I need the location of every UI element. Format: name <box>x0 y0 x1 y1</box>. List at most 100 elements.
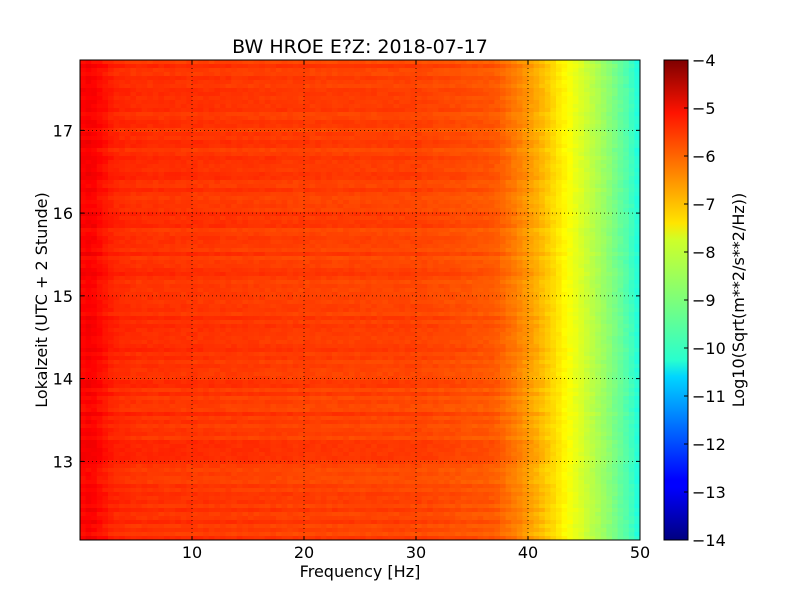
heatmap-cell <box>606 180 613 185</box>
heatmap-cell <box>203 140 210 145</box>
heatmap-cell <box>175 208 182 213</box>
heatmap-cell <box>483 248 490 253</box>
heatmap-cell <box>85 232 92 237</box>
heatmap-cell <box>276 228 283 233</box>
heatmap-cell <box>589 220 596 225</box>
heatmap-cell <box>332 128 339 133</box>
heatmap-cell <box>360 72 367 77</box>
heatmap-cell <box>270 148 277 153</box>
heatmap-cell <box>365 216 372 221</box>
heatmap-cell <box>259 128 266 133</box>
heatmap-cell <box>572 188 579 193</box>
heatmap-cell <box>332 256 339 261</box>
heatmap-cell <box>561 68 568 73</box>
heatmap-cell <box>399 244 406 249</box>
heatmap-cell <box>287 72 294 77</box>
heatmap-cell <box>561 164 568 169</box>
heatmap-cell <box>326 72 333 77</box>
heatmap-cell <box>388 192 395 197</box>
heatmap-cell <box>169 124 176 129</box>
heatmap-cell <box>516 76 523 81</box>
heatmap-cell <box>130 244 137 249</box>
heatmap-cell <box>360 224 367 229</box>
heatmap-cell <box>477 80 484 85</box>
heatmap-cell <box>326 228 333 233</box>
heatmap-cell <box>449 208 456 213</box>
heatmap-cell <box>623 72 630 77</box>
heatmap-cell <box>455 124 462 129</box>
heatmap-cell <box>164 128 171 133</box>
heatmap-cell <box>595 108 602 113</box>
heatmap-cell <box>220 76 227 81</box>
heatmap-cell <box>371 88 378 93</box>
heatmap-cell <box>628 92 635 97</box>
heatmap-cell <box>533 100 540 105</box>
heatmap-cell <box>455 184 462 189</box>
heatmap-cell <box>332 196 339 201</box>
heatmap-cell <box>197 172 204 177</box>
heatmap-cell <box>382 208 389 213</box>
heatmap-cell <box>455 104 462 109</box>
heatmap-cell <box>388 84 395 89</box>
heatmap-cell <box>141 108 148 113</box>
heatmap-cell <box>169 172 176 177</box>
heatmap-cell <box>264 216 271 221</box>
heatmap-cell <box>539 236 546 241</box>
heatmap-cell <box>561 120 568 125</box>
heatmap-cell <box>287 188 294 193</box>
heatmap-cell <box>180 84 187 89</box>
heatmap-cell <box>399 140 406 145</box>
heatmap-cell <box>404 232 411 237</box>
heatmap-cell <box>287 152 294 157</box>
heatmap-cell <box>589 164 596 169</box>
heatmap-cell <box>606 160 613 165</box>
heatmap-cell <box>584 172 591 177</box>
heatmap-cell <box>444 240 451 245</box>
heatmap-cell <box>186 76 193 81</box>
heatmap-cell <box>606 88 613 93</box>
heatmap-cell <box>113 176 120 181</box>
heatmap-cell <box>438 76 445 81</box>
heatmap-cell <box>292 140 299 145</box>
heatmap-cell <box>270 168 277 173</box>
heatmap-cell <box>96 140 103 145</box>
heatmap-cell <box>337 132 344 137</box>
heatmap-cell <box>287 156 294 161</box>
heatmap-cell <box>343 116 350 121</box>
heatmap-cell <box>208 96 215 101</box>
heatmap-cell <box>141 252 148 257</box>
heatmap-cell <box>544 96 551 101</box>
heatmap-cell <box>511 192 518 197</box>
heatmap-cell <box>617 232 624 237</box>
heatmap-cell <box>180 72 187 77</box>
heatmap-cell <box>589 236 596 241</box>
heatmap-cell <box>158 108 165 113</box>
heatmap-cell <box>164 232 171 237</box>
heatmap-cell <box>477 120 484 125</box>
heatmap-cell <box>152 88 159 93</box>
heatmap-cell <box>91 220 98 225</box>
heatmap-cell <box>253 244 260 249</box>
heatmap-cell <box>119 60 126 65</box>
heatmap-cell <box>416 80 423 85</box>
heatmap-cell <box>315 192 322 197</box>
heatmap-cell <box>119 92 126 97</box>
heatmap-cell <box>432 180 439 185</box>
heatmap-cell <box>393 240 400 245</box>
heatmap-cell <box>528 124 535 129</box>
heatmap-cell <box>169 96 176 101</box>
heatmap-cell <box>136 112 143 117</box>
heatmap-cell <box>231 240 238 245</box>
heatmap-cell <box>617 164 624 169</box>
heatmap-cell <box>455 112 462 117</box>
heatmap-cell <box>332 132 339 137</box>
heatmap-cell <box>130 236 137 241</box>
heatmap-cell <box>337 84 344 89</box>
heatmap-cell <box>85 216 92 221</box>
heatmap-cell <box>472 164 479 169</box>
heatmap-cell <box>225 92 232 97</box>
heatmap-cell <box>572 76 579 81</box>
heatmap-cell <box>108 76 115 81</box>
heatmap-cell <box>427 120 434 125</box>
heatmap-cell <box>298 244 305 249</box>
